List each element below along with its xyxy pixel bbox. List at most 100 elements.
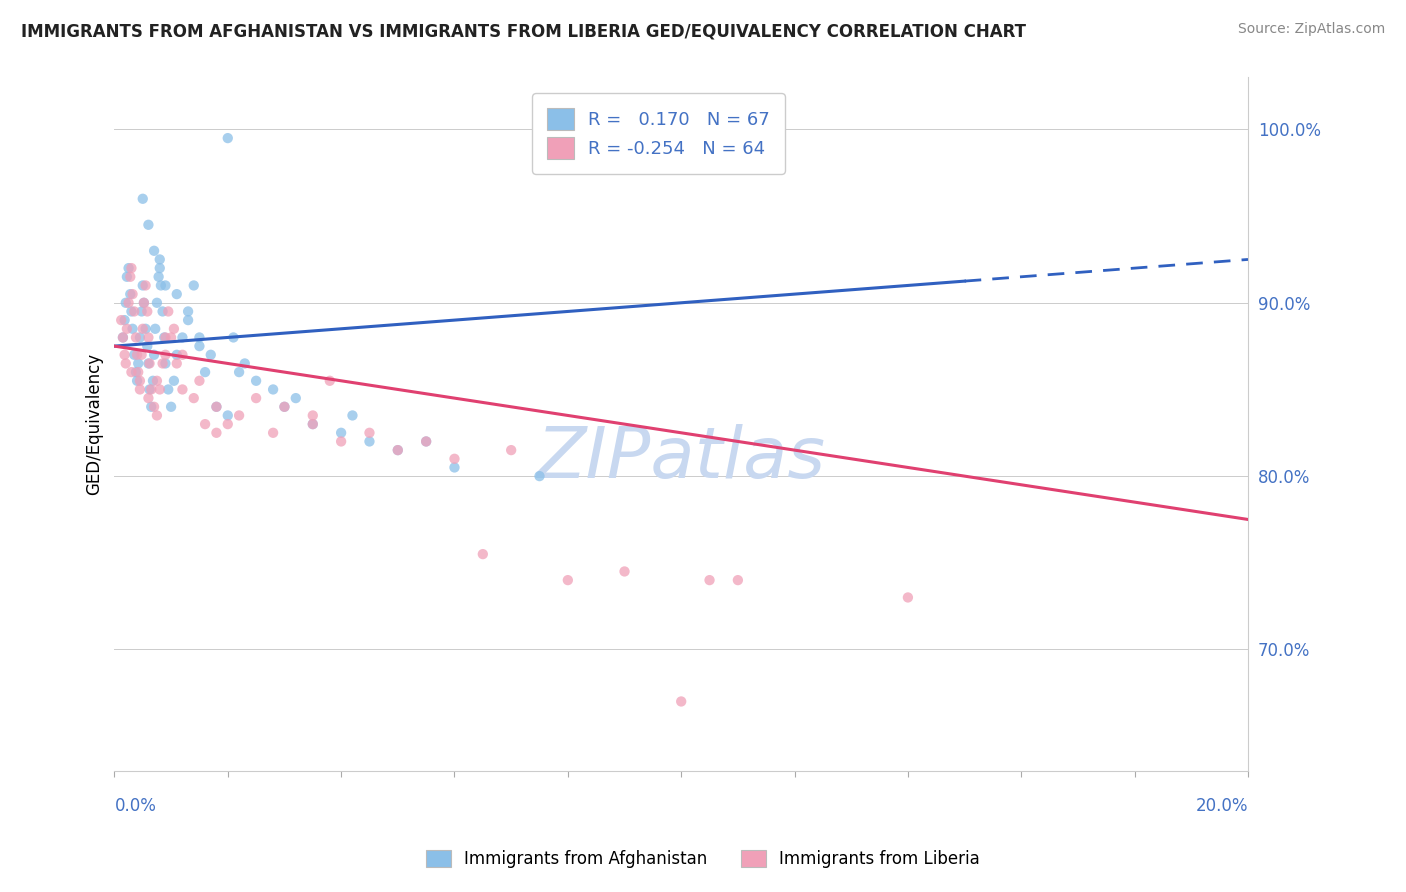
Point	[132, 322, 155, 336]
Point	[132, 295, 155, 310]
Point	[205, 400, 228, 414]
Point	[131, 348, 153, 362]
Point	[727, 573, 749, 587]
Point	[188, 374, 211, 388]
Point	[115, 322, 138, 336]
Point	[183, 391, 205, 405]
Point	[136, 304, 159, 318]
Point	[228, 409, 250, 423]
Point	[273, 400, 295, 414]
Point	[163, 374, 186, 388]
Point	[155, 348, 177, 362]
Point	[155, 330, 177, 344]
Point	[114, 348, 136, 362]
Point	[117, 295, 139, 310]
Point	[205, 400, 228, 414]
Point	[142, 374, 165, 388]
Point	[200, 348, 222, 362]
Point	[138, 218, 160, 232]
Point	[155, 356, 177, 370]
Point	[177, 304, 200, 318]
Point	[669, 694, 692, 708]
Point	[152, 304, 174, 318]
Point	[141, 400, 163, 414]
Point	[135, 278, 157, 293]
Point	[613, 565, 636, 579]
Point	[284, 391, 307, 405]
Point	[217, 409, 239, 423]
Point	[301, 417, 323, 431]
Point	[172, 348, 194, 362]
Point	[443, 460, 465, 475]
Point	[699, 573, 721, 587]
Point	[127, 356, 149, 370]
Point	[319, 374, 342, 388]
Point	[152, 356, 174, 370]
Point	[217, 131, 239, 145]
Point	[262, 383, 284, 397]
Point	[301, 417, 323, 431]
Point	[166, 287, 188, 301]
Point	[471, 547, 494, 561]
Point	[342, 409, 364, 423]
Point	[245, 391, 267, 405]
Point	[177, 313, 200, 327]
Text: IMMIGRANTS FROM AFGHANISTAN VS IMMIGRANTS FROM LIBERIA GED/EQUIVALENCY CORRELATI: IMMIGRANTS FROM AFGHANISTAN VS IMMIGRANT…	[21, 22, 1026, 40]
Point	[149, 261, 172, 276]
Point	[166, 348, 188, 362]
Point	[148, 269, 170, 284]
Point	[155, 278, 177, 293]
Point	[114, 356, 136, 370]
Point	[114, 295, 136, 310]
Point	[217, 417, 239, 431]
Point	[415, 434, 437, 449]
Point	[110, 313, 132, 327]
Point	[172, 330, 194, 344]
Point	[111, 330, 134, 344]
Point	[228, 365, 250, 379]
Point	[149, 252, 172, 267]
Point	[183, 278, 205, 293]
Point	[143, 400, 166, 414]
Point	[129, 374, 152, 388]
Point	[120, 261, 142, 276]
Point	[149, 383, 172, 397]
Point	[111, 330, 134, 344]
Point	[205, 425, 228, 440]
Point	[273, 400, 295, 414]
Point	[120, 269, 142, 284]
Point	[125, 365, 148, 379]
Point	[120, 304, 142, 318]
Point	[157, 383, 180, 397]
Point	[125, 374, 148, 388]
Point	[131, 304, 153, 318]
Point	[125, 330, 148, 344]
Point	[135, 322, 157, 336]
Point	[138, 330, 160, 344]
Point	[301, 409, 323, 423]
Text: 20.0%: 20.0%	[1195, 797, 1249, 814]
Point	[188, 330, 211, 344]
Point	[138, 383, 160, 397]
Point	[330, 425, 353, 440]
Point	[132, 295, 155, 310]
Point	[557, 573, 579, 587]
Point	[172, 383, 194, 397]
Point	[121, 322, 143, 336]
Point	[121, 287, 143, 301]
Point	[125, 348, 148, 362]
Point	[163, 322, 186, 336]
Legend: Immigrants from Afghanistan, Immigrants from Liberia: Immigrants from Afghanistan, Immigrants …	[419, 843, 987, 875]
Text: Source: ZipAtlas.com: Source: ZipAtlas.com	[1237, 22, 1385, 37]
Point	[122, 304, 145, 318]
Point	[138, 356, 160, 370]
Point	[149, 278, 172, 293]
Point	[138, 356, 160, 370]
Text: ZIPatlas: ZIPatlas	[537, 425, 825, 493]
Point	[122, 348, 145, 362]
Text: 0.0%: 0.0%	[114, 797, 156, 814]
Point	[194, 365, 217, 379]
Point	[415, 434, 437, 449]
Point	[132, 278, 155, 293]
Point	[387, 443, 409, 458]
